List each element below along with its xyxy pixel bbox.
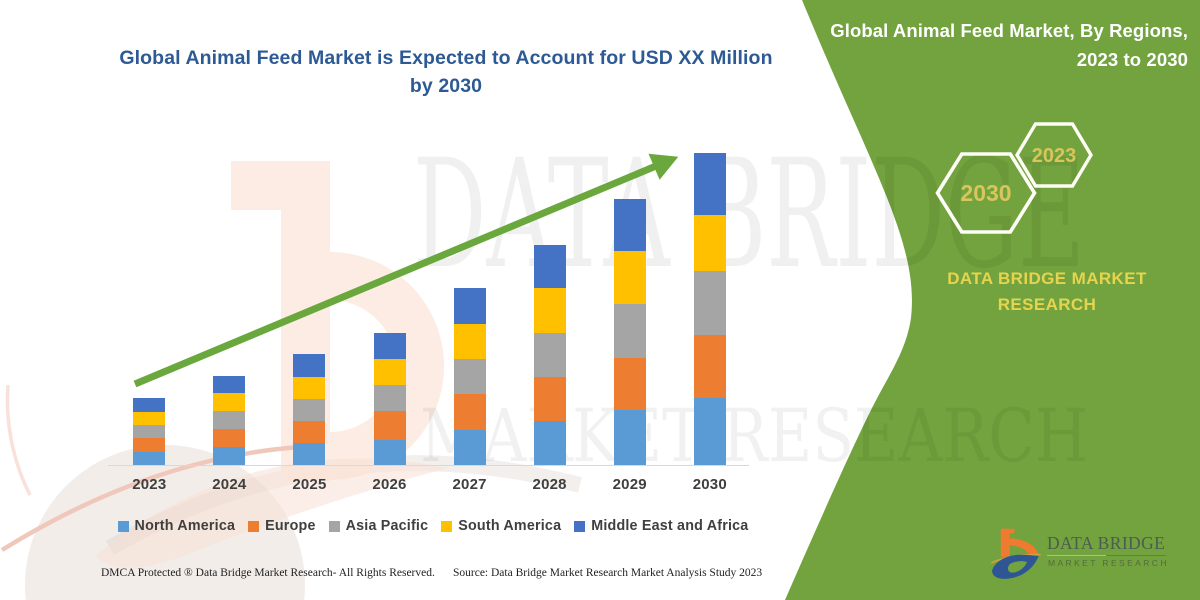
bar-2025-segment-asia-pacific: [293, 399, 326, 421]
chart-legend: North America Europe Asia Pacific South Ame…: [108, 518, 758, 534]
logo-underline-gold: [1047, 554, 1106, 556]
chart-title-line1: Global Animal Feed Market is Expected to…: [119, 47, 773, 69]
bar-2026-segment-middle-east-and-africa: [373, 333, 406, 359]
footer-dmca-text: DMCA Protected ® Data Bridge Market Rese…: [101, 567, 435, 579]
bar-2028-segment-north-america: [533, 421, 566, 465]
data-bridge-logo-icon: [990, 528, 1041, 579]
x-axis-label-2028: 2028: [532, 476, 567, 493]
panel-title-line1: Global Animal Feed Market, By Regions,: [830, 20, 1188, 41]
bar-2029-segment-europe: [613, 358, 646, 410]
bar-2027-segment-middle-east-and-africa: [453, 288, 486, 324]
bar-2024-segment-asia-pacific: [213, 411, 246, 429]
bar-2030-segment-north-america: [693, 398, 726, 465]
bar-2026-segment-north-america: [373, 440, 406, 465]
hexagon-2023-label: 2023: [1032, 145, 1077, 167]
legend-item-north-america: North America: [117, 518, 236, 534]
legend-item-south-america: South America: [441, 518, 561, 534]
bar-2024-segment-middle-east-and-africa: [213, 376, 246, 393]
trend-arrow-head: [648, 153, 679, 180]
bar-2028-segment-middle-east-and-africa: [533, 245, 566, 288]
bar-2030-segment-europe: [693, 335, 726, 398]
hexagon-badges: 2030 2023: [935, 122, 1093, 234]
panel-title: Global Animal Feed Market, By Regions, 2…: [768, 16, 1188, 74]
bar-2023-segment-south-america: [133, 412, 166, 425]
legend-swatch-icon: [441, 520, 453, 532]
peach-left-arc: [5, 384, 32, 496]
panel-title-line2: 2023 to 2030: [1076, 49, 1188, 70]
bar-2029-segment-south-america: [613, 251, 646, 304]
legend-item-europe: Europe: [248, 518, 315, 534]
bar-2026-segment-europe: [373, 411, 406, 440]
bar-2027-segment-south-america: [453, 324, 486, 359]
legend-label: Asia Pacific: [345, 518, 429, 534]
legend-swatch-icon: [248, 520, 260, 532]
bar-2029-segment-north-america: [613, 410, 646, 465]
bar-2025-segment-europe: [293, 421, 326, 443]
bar-2027-segment-north-america: [453, 430, 486, 465]
legend-swatch-icon: [328, 520, 340, 532]
panel-brand-line1: DATA BRIDGE MARKET: [947, 269, 1147, 288]
hexagon-2030-icon: [935, 152, 1037, 234]
legend-label: Europe: [265, 518, 316, 534]
bar-2028-segment-asia-pacific: [533, 333, 566, 377]
footer-source-text: Source: Data Bridge Market Research Mark…: [453, 567, 763, 579]
x-axis-label-2026: 2026: [372, 476, 407, 493]
bar-2026-segment-asia-pacific: [373, 385, 406, 411]
hexagon-2023-icon: [1015, 122, 1093, 188]
panel-brand-text: DATA BRIDGE MARKET RESEARCH: [936, 266, 1158, 318]
bar-2024-segment-north-america: [213, 447, 246, 465]
legend-label: North America: [134, 518, 236, 534]
watermark-line2: MARKET RESEARCH: [420, 394, 1088, 479]
panel-brand-line2: RESEARCH: [997, 295, 1097, 314]
x-axis-label-2023: 2023: [132, 476, 167, 493]
bar-2029-segment-middle-east-and-africa: [613, 199, 646, 251]
x-axis-label-2029: 2029: [612, 476, 647, 493]
bar-2023-segment-north-america: [133, 452, 166, 465]
x-axis-label-2030: 2030: [692, 476, 727, 493]
legend-swatch-icon: [117, 520, 129, 532]
logo-subtitle: MARKET RESEARCH: [1048, 558, 1168, 568]
bar-2024-segment-europe: [213, 429, 246, 447]
bar-2023-segment-asia-pacific: [133, 425, 166, 438]
chart-title: Global Animal Feed Market is Expected to…: [106, 44, 786, 100]
bar-2025-segment-north-america: [293, 443, 326, 465]
b-mark-icon: [990, 528, 1041, 579]
bar-2030-segment-middle-east-and-africa: [693, 153, 726, 215]
bar-2029-segment-asia-pacific: [613, 304, 646, 358]
logo-wordmark: DATA BRIDGE: [1047, 533, 1166, 553]
watermark-line1: DATA BRIDGE: [413, 128, 1085, 302]
bar-2026-segment-south-america: [373, 359, 406, 385]
bar-2028-segment-europe: [533, 377, 566, 421]
peach-swoosh: [95, 458, 448, 568]
bar-2024-segment-south-america: [213, 393, 246, 411]
hexagon-2030-label: 2030: [960, 180, 1011, 206]
peach-b-bowl: [330, 252, 444, 480]
x-axis-label-2025: 2025: [292, 476, 327, 493]
legend-label: South America: [458, 518, 562, 534]
x-axis-label-2027: 2027: [452, 476, 487, 493]
bar-2023-segment-europe: [133, 438, 166, 452]
bar-2030-segment-asia-pacific: [693, 271, 726, 335]
peach-swoosh-edge: [0, 444, 301, 552]
legend-label: Middle East and Africa: [591, 518, 749, 534]
bar-2023-segment-middle-east-and-africa: [133, 398, 166, 412]
logo-underline-green: [1106, 554, 1166, 556]
bar-2025-segment-south-america: [293, 377, 326, 399]
bar-2027-segment-asia-pacific: [453, 359, 486, 394]
legend-item-asia-pacific: Asia Pacific: [328, 518, 429, 534]
bar-2028-segment-south-america: [533, 288, 566, 333]
chart-title-line2: by 2030: [409, 75, 483, 97]
legend-item-middle-east-and-africa: Middle East and Africa: [574, 518, 748, 534]
legend-swatch-icon: [574, 520, 586, 532]
bar-2030-segment-south-america: [693, 215, 726, 271]
bar-2027-segment-europe: [453, 394, 486, 430]
x-axis-line: [108, 465, 749, 466]
x-axis-label-2024: 2024: [212, 476, 247, 493]
bar-2025-segment-middle-east-and-africa: [293, 354, 326, 377]
